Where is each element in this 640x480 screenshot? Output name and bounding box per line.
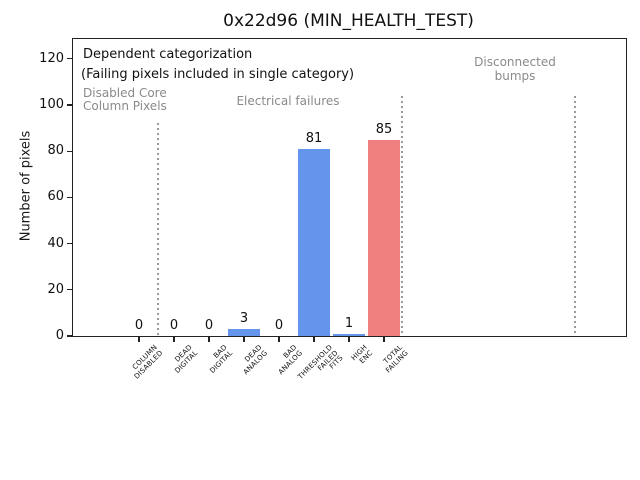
y-tick-mark xyxy=(67,58,73,60)
x-tick-mark xyxy=(138,336,140,342)
bar xyxy=(228,329,260,336)
bar-value-label: 0 xyxy=(134,318,144,333)
x-tick-mark xyxy=(243,336,245,342)
x-tick-label: DEAD DIGITAL xyxy=(173,343,200,375)
x-tick-label: DEAD ANALOG xyxy=(241,343,270,376)
x-tick-mark xyxy=(278,336,280,342)
region-label-electrical-failures: Electrical failures xyxy=(236,94,340,108)
annotation-failing-pixels-note: (Failing pixels included in single categ… xyxy=(81,67,355,82)
y-tick-label: 0 xyxy=(55,328,64,343)
bar xyxy=(333,333,365,336)
y-tick-label: 60 xyxy=(47,189,64,205)
plot-area: Dependent categorization (Failing pixels… xyxy=(39,38,627,381)
x-tick-mark xyxy=(383,336,385,342)
x-tick-label: COLUMN DISABLED xyxy=(130,343,165,381)
x-tick-label: BAD DIGITAL xyxy=(208,343,235,375)
bar-value-label: 81 xyxy=(305,130,323,146)
y-tick-label: 120 xyxy=(39,50,64,66)
y-tick-label: 20 xyxy=(47,281,64,297)
category-separator-line xyxy=(401,96,403,336)
y-tick-mark xyxy=(67,289,73,291)
plot-inner: Dependent categorization (Failing pixels… xyxy=(39,39,626,381)
y-tick-label: 40 xyxy=(47,235,64,251)
bar-value-label: 1 xyxy=(344,315,354,331)
region-label-disconnected-bumps: Disconnected bumps xyxy=(474,55,556,83)
x-tick-mark xyxy=(173,336,175,342)
bar-value-label: 85 xyxy=(375,121,393,137)
y-tick-label: 80 xyxy=(47,143,64,159)
region-label-disabled-core-column-pixels: Disabled Core Column Pixels xyxy=(83,86,167,113)
x-tick-label: THRESHOLD FAILED FITS xyxy=(296,343,345,381)
bar-value-label: 3 xyxy=(239,311,249,327)
y-tick-mark xyxy=(67,335,73,337)
category-separator-line xyxy=(157,123,159,336)
y-tick-mark xyxy=(67,243,73,245)
bar-value-label: 0 xyxy=(169,318,179,333)
bar-value-label: 0 xyxy=(204,318,214,333)
x-tick-label: TOTAL FAILING xyxy=(381,343,410,375)
chart-title: 0x22d96 (MIN_HEALTH_TEST) xyxy=(223,11,474,31)
bar-value-label: 0 xyxy=(274,318,284,333)
y-tick-mark xyxy=(67,104,73,106)
x-tick-mark xyxy=(348,336,350,342)
y-tick-mark xyxy=(67,196,73,198)
bar xyxy=(368,139,400,336)
x-tick-mark xyxy=(208,336,210,342)
y-tick-mark xyxy=(67,150,73,152)
x-tick-mark xyxy=(313,336,315,342)
x-tick-label: HIGH ENC xyxy=(349,343,375,365)
y-tick-label: 100 xyxy=(39,97,64,112)
annotation-dependent-categorization: Dependent categorization xyxy=(83,47,253,62)
bar xyxy=(298,148,330,336)
category-separator-line xyxy=(574,96,576,336)
